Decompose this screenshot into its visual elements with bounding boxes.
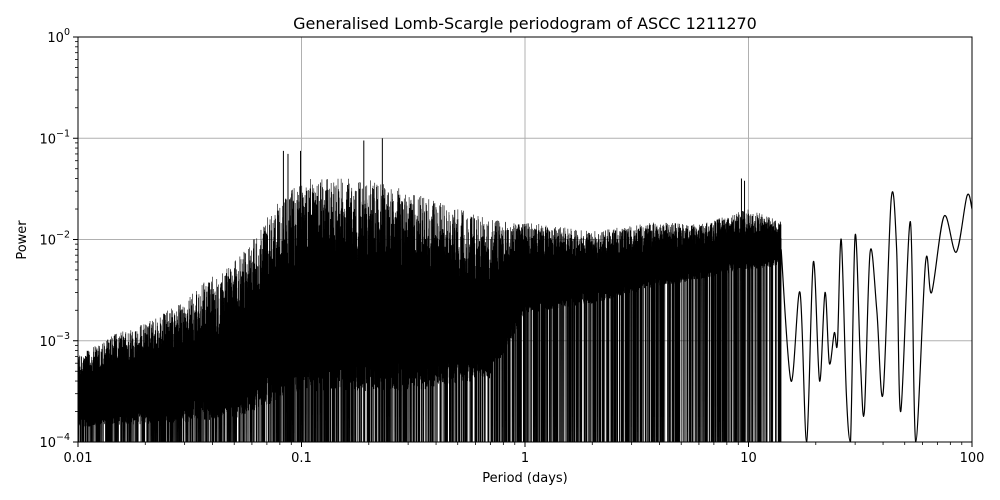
y-tick-label: 100 (47, 27, 70, 46)
x-tick-label: 100 (960, 451, 985, 466)
x-tick-label: 10 (740, 451, 757, 466)
periodogram-noise-line (78, 178, 782, 442)
x-tick-label: 0.1 (291, 451, 312, 466)
x-tick-label: 0.01 (64, 451, 93, 466)
x-tick-label: 1 (521, 451, 529, 466)
x-axis-label: Period (days) (482, 471, 568, 486)
axis-ticks: 0.01 0.1 1 10 100 10−4 10−3 10−2 10−1 100 (39, 27, 984, 466)
y-tick-label: 10−1 (39, 128, 70, 147)
y-tick-label: 10−4 (39, 432, 70, 451)
periodogram-long-period-line (780, 191, 972, 442)
y-tick-label: 10−3 (39, 331, 70, 350)
y-axis-label: Power (15, 220, 30, 260)
periodogram-series (78, 138, 972, 442)
y-tick-label: 10−2 (39, 230, 70, 249)
chart-title: Generalised Lomb-Scargle periodogram of … (293, 14, 757, 33)
